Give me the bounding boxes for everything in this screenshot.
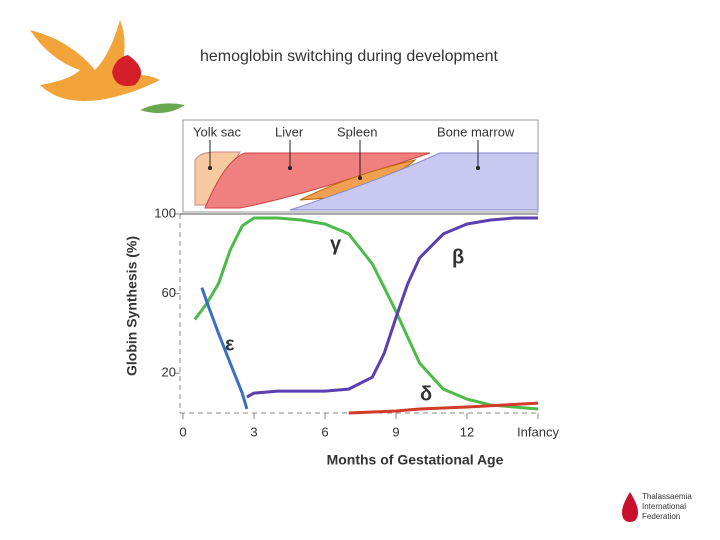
series-line bbox=[348, 401, 539, 415]
footer-logo-text: Federation bbox=[642, 512, 680, 521]
y-tick-label: 100 bbox=[154, 205, 176, 220]
series-label: β bbox=[452, 246, 464, 268]
slide-title: hemoglobin switching during development bbox=[200, 48, 499, 65]
organ-label: Spleen bbox=[337, 124, 377, 139]
organ-label: Liver bbox=[275, 124, 304, 139]
footer-logo-text: Thalassaemia bbox=[642, 492, 692, 501]
series-line bbox=[200, 287, 249, 410]
footer-logo-text: International bbox=[642, 502, 686, 511]
organ-label: Bone marrow bbox=[437, 124, 515, 139]
x-tick-label: Infancy bbox=[517, 424, 559, 439]
x-tick-label: 9 bbox=[392, 424, 399, 439]
series-label: ε bbox=[225, 333, 235, 355]
x-axis-title: Months of Gestational Age bbox=[327, 452, 504, 468]
series-label: δ bbox=[420, 383, 432, 405]
bone-marrow-area bbox=[289, 152, 539, 211]
series-label: γ bbox=[330, 233, 342, 255]
x-tick-label: 0 bbox=[179, 424, 186, 439]
series-line bbox=[246, 216, 538, 399]
logo bbox=[30, 20, 185, 114]
organ-panel: Yolk sac Liver Spleen Bone marrow bbox=[182, 119, 539, 213]
y-axis-title: Globin Synthesis (%) bbox=[124, 236, 140, 376]
y-tick-label: 60 bbox=[162, 285, 176, 300]
x-tick-label: 12 bbox=[460, 424, 474, 439]
series-line bbox=[193, 216, 539, 411]
organ-label: Yolk sac bbox=[193, 124, 241, 139]
leader-lines bbox=[209, 140, 479, 178]
y-tick-label: 20 bbox=[162, 365, 176, 380]
chart: 20 60 100 0 3 6 9 12 Infancy γ β ε δ bbox=[154, 205, 559, 439]
x-tick-label: 6 bbox=[321, 424, 328, 439]
footer-logo: Thalassaemia International Federation bbox=[622, 492, 692, 522]
x-tick-label: 3 bbox=[250, 424, 257, 439]
